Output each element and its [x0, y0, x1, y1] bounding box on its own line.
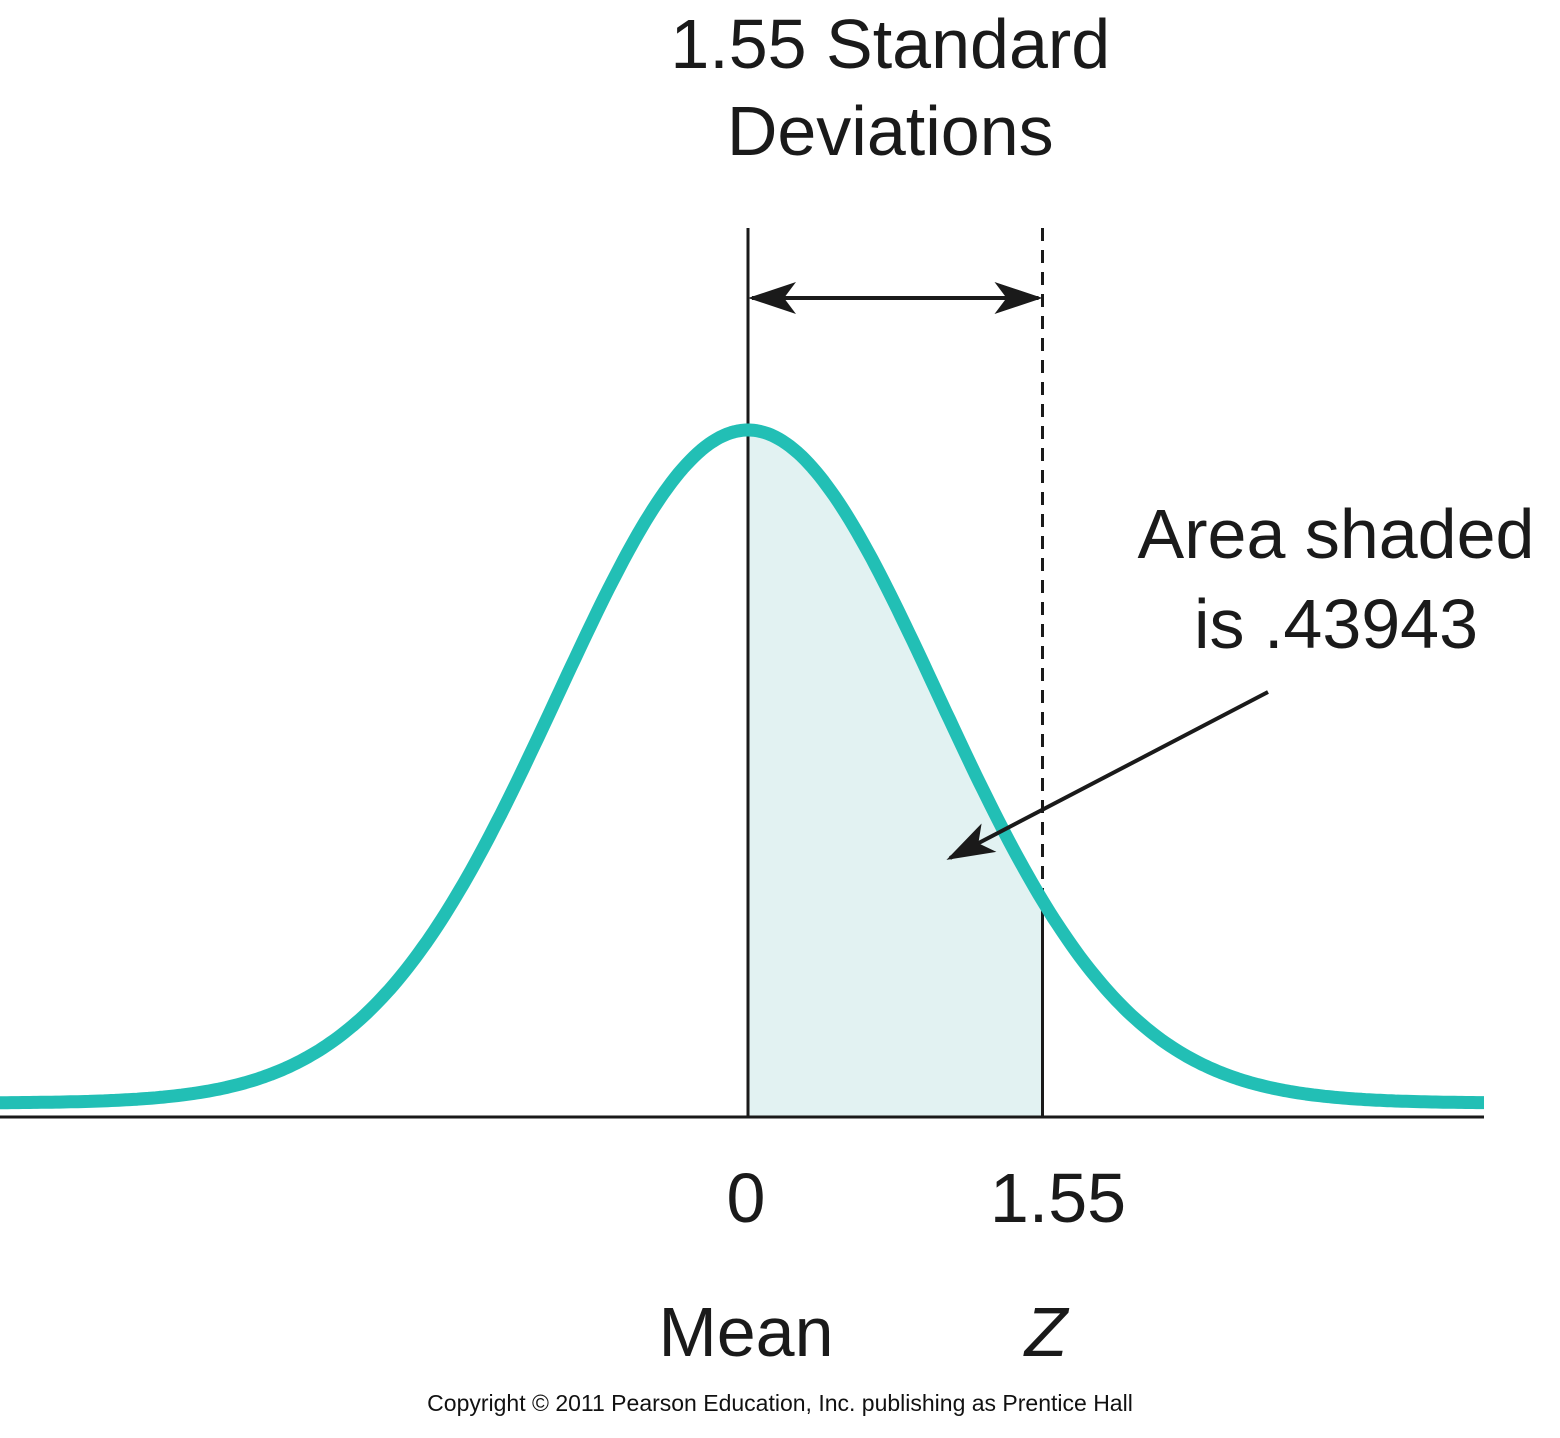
- area-pointer-arrow: [946, 690, 1269, 860]
- area-label-line-1: Area shaded: [1138, 495, 1535, 573]
- copyright-notice: Copyright © 2011 Pearson Education, Inc.…: [427, 1390, 1133, 1416]
- shaded-area: [748, 430, 1043, 1117]
- span-label-line-2: Deviations: [727, 92, 1054, 170]
- tick-label-0: 0: [727, 1159, 766, 1237]
- area-label-line-2: is .43943: [1194, 585, 1478, 663]
- tick-label-1: 1.55: [990, 1159, 1126, 1237]
- tick-sublabel-z: Z: [1023, 1293, 1070, 1371]
- normal-curve-line: [0, 423, 1487, 1110]
- tick-sublabel-mean: Mean: [658, 1293, 833, 1371]
- span-label-line-1: 1.55 Standard: [670, 5, 1110, 83]
